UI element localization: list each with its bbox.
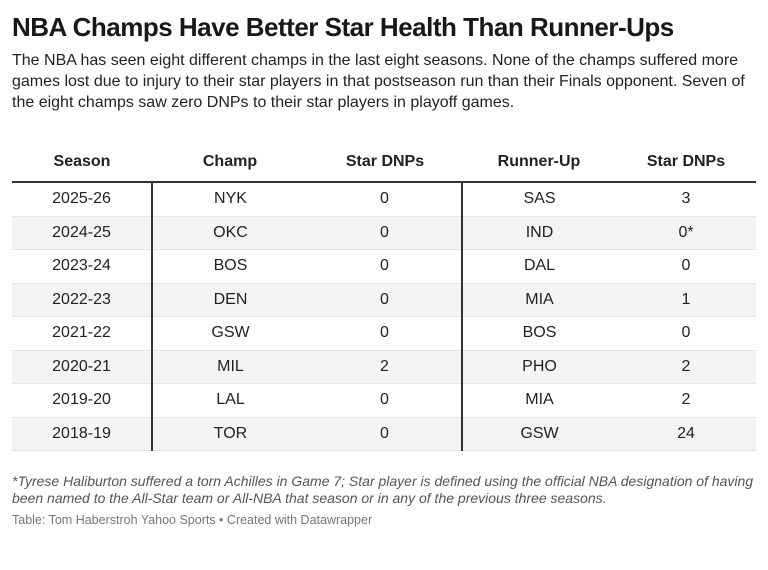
table-row: 2021-22 GSW 0 BOS 0 xyxy=(12,316,756,351)
table-cell: 0 xyxy=(308,249,463,284)
table-cell: NYK xyxy=(152,182,308,217)
table-cell: LAL xyxy=(152,383,308,418)
table-cell: TOR xyxy=(152,417,308,451)
header-row: Season Champ Star DNPs Runner-Up Star DNPs xyxy=(12,143,756,183)
source: Table: Tom Haberstroh Yahoo Sports • Cre… xyxy=(12,513,373,527)
table-cell: 0 xyxy=(308,283,463,317)
table-body: 2025-26 NYK 0 SAS 3 2024-25 OKC 0 IND 0* 2023-24 BO… xyxy=(12,182,756,451)
table-cell: BOS xyxy=(462,316,616,351)
table-cell: 0 xyxy=(616,316,756,351)
container: NBA Champs Have Better Star Health Than … xyxy=(12,12,756,527)
table-cell: GSW xyxy=(152,316,308,351)
table-row: 2022-23 DEN 0 MIA 1 xyxy=(12,283,756,317)
column-header: Season xyxy=(12,143,152,183)
table-cell: 2019-20 xyxy=(12,383,153,418)
footnote: *Tyrese Haliburton suffered a torn Achil… xyxy=(12,473,754,506)
description: The NBA has seen eight different champs … xyxy=(12,52,745,111)
table-cell: GSW xyxy=(462,417,616,451)
table-cell: 2022-23 xyxy=(12,283,153,317)
table-cell: 2025-26 xyxy=(12,182,153,217)
table-cell: PHO xyxy=(462,350,616,384)
table-cell: 0 xyxy=(308,182,463,217)
title: NBA Champs Have Better Star Health Than … xyxy=(12,12,674,42)
table-cell: MIA xyxy=(462,283,616,317)
table-cell: 0 xyxy=(308,216,463,250)
table-row: 2018-19 TOR 0 GSW 24 xyxy=(12,417,756,451)
table-row: 2025-26 NYK 0 SAS 3 xyxy=(12,182,756,217)
table-cell: 2018-19 xyxy=(12,417,153,451)
table: Season Champ Star DNPs Runner-Up Star DNPs 2… xyxy=(12,143,756,451)
table-cell: 2024-25 xyxy=(12,216,153,250)
table-cell: 2023-24 xyxy=(12,249,153,284)
table-cell: 0* xyxy=(616,216,756,250)
table-cell: OKC xyxy=(152,216,308,250)
table-row: 2019-20 LAL 0 MIA 2 xyxy=(12,383,756,418)
table-cell: 0 xyxy=(308,316,463,351)
column-header: Star DNPs xyxy=(308,143,462,183)
table-row: 2023-24 BOS 0 DAL 0 xyxy=(12,249,756,284)
column-header: Star DNPs xyxy=(616,143,756,183)
table-cell: 0 xyxy=(308,417,463,451)
table-cell: 2020-21 xyxy=(12,350,153,384)
table-cell: 2021-22 xyxy=(12,316,153,351)
table-cell: 0 xyxy=(616,249,756,284)
table-cell: 3 xyxy=(616,182,756,217)
table-cell: IND xyxy=(462,216,616,250)
table-cell: 24 xyxy=(616,417,756,451)
table-cell: 2 xyxy=(616,350,756,384)
column-header: Champ xyxy=(152,143,308,183)
table-cell: MIL xyxy=(152,350,308,384)
table-cell: 0 xyxy=(308,383,463,418)
table-cell: BOS xyxy=(152,249,308,284)
table-cell: MIA xyxy=(462,383,616,418)
table-cell: DAL xyxy=(462,249,616,284)
table-cell: 1 xyxy=(616,283,756,317)
table-cell: DEN xyxy=(152,283,308,317)
table-row: 2024-25 OKC 0 IND 0* xyxy=(12,216,756,250)
table-row: 2020-21 MIL 2 PHO 2 xyxy=(12,350,756,384)
table-cell: 2 xyxy=(308,350,463,384)
table-cell: SAS xyxy=(462,182,616,217)
column-header: Runner-Up xyxy=(462,143,616,183)
table-cell: 2 xyxy=(616,383,756,418)
